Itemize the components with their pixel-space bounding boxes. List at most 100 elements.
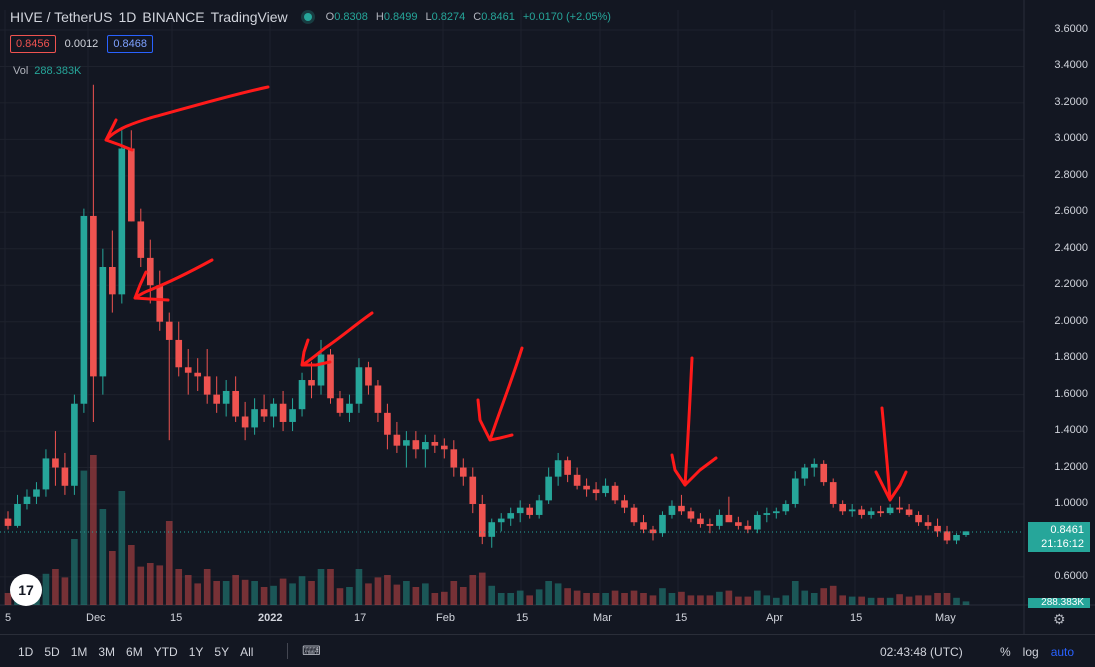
- settings-gear-icon[interactable]: ⚙: [1053, 611, 1066, 627]
- range-button-5y[interactable]: 5Y: [214, 645, 230, 659]
- range-button-3m[interactable]: 3M: [98, 645, 116, 659]
- volume-bar: [924, 595, 932, 605]
- volume-bar: [573, 590, 581, 605]
- candle-body: [678, 505, 685, 512]
- interval-label[interactable]: 1D: [118, 9, 137, 25]
- percent-scale-toggle[interactable]: %: [1000, 645, 1011, 659]
- candle-body: [744, 525, 752, 530]
- volume-bar: [564, 588, 571, 605]
- range-button-1d[interactable]: 1D: [18, 645, 34, 659]
- volume-bar: [754, 590, 761, 605]
- time-tick-label: 2022: [258, 612, 283, 624]
- price-tick-label: 2.0000: [1054, 314, 1088, 327]
- volume-bar: [412, 587, 420, 605]
- volume-bar: [621, 593, 628, 605]
- price-tick-label: 0.6000: [1054, 569, 1088, 582]
- volume-bar: [203, 569, 211, 605]
- candle-body: [659, 514, 666, 534]
- auto-scale-toggle[interactable]: auto: [1050, 645, 1075, 659]
- candle-body: [99, 267, 107, 377]
- volume-bar: [279, 578, 287, 605]
- volume-bar: [403, 581, 410, 605]
- price-chart[interactable]: [0, 0, 1095, 634]
- market-open-icon: [303, 13, 312, 21]
- range-button-1m[interactable]: 1M: [70, 645, 88, 659]
- buy-price-button[interactable]: 0.8468: [107, 35, 153, 53]
- candle-body: [412, 440, 420, 450]
- tradingview-logo-icon[interactable]: 17: [10, 574, 42, 606]
- symbol-title[interactable]: HIVE / TetherUS: [10, 9, 113, 25]
- candle-body: [23, 496, 31, 504]
- candle-body: [71, 403, 78, 486]
- volume-bar: [42, 573, 50, 605]
- log-scale-toggle[interactable]: log: [1022, 645, 1039, 659]
- candle-body: [213, 394, 220, 404]
- open-label: O: [325, 11, 335, 23]
- candle-body: [109, 267, 116, 295]
- candle-body: [33, 489, 40, 497]
- goto-date-icon[interactable]: ⌨: [302, 643, 321, 658]
- candle-body: [14, 504, 21, 526]
- candle-body: [602, 485, 609, 494]
- volume-bar: [317, 569, 325, 605]
- volume-bar: [213, 581, 220, 605]
- candle-body: [630, 507, 638, 523]
- candle-body: [592, 489, 600, 494]
- volume-tag: 288.383K: [1028, 598, 1090, 608]
- volume-bar: [260, 587, 268, 605]
- candle-body: [355, 367, 363, 404]
- candle-body: [820, 463, 828, 483]
- range-button-1y[interactable]: 1Y: [188, 645, 204, 659]
- range-button-ytd[interactable]: YTD: [153, 645, 178, 659]
- candle-body: [327, 354, 334, 399]
- candle-body: [203, 376, 211, 395]
- utc-clock[interactable]: 02:43:48 (UTC): [880, 645, 963, 659]
- close-value: 0.8461: [481, 11, 515, 23]
- candle-body: [384, 412, 391, 435]
- candle-body: [317, 354, 325, 386]
- candle-body: [497, 518, 505, 523]
- candle-body: [194, 372, 202, 377]
- volume-bar: [469, 575, 477, 605]
- volume-bar: [497, 593, 505, 605]
- candle-body: [165, 321, 173, 340]
- volume-bar: [327, 569, 334, 605]
- low-value: 0.8274: [431, 11, 466, 23]
- range-button-6m[interactable]: 6M: [126, 645, 143, 659]
- volume-bar: [71, 539, 78, 605]
- volume-legend: Vol 288.383K: [13, 65, 81, 77]
- candle-body: [611, 485, 619, 501]
- price-tick-label: 2.2000: [1054, 278, 1088, 291]
- candle-body: [308, 380, 315, 386]
- volume-bar: [488, 585, 496, 605]
- candle-body: [697, 518, 704, 525]
- volume-bar: [52, 569, 59, 605]
- candle-body: [962, 531, 970, 535]
- candle-body: [279, 403, 287, 422]
- high-label: H: [375, 11, 384, 23]
- candle-body: [583, 485, 590, 490]
- spread-value: 0.0012: [64, 38, 99, 50]
- volume-bar: [640, 593, 647, 605]
- volume-bar: [194, 583, 202, 605]
- candle-body: [450, 449, 458, 468]
- candle-body: [127, 148, 135, 222]
- candle-body: [137, 221, 145, 258]
- range-button-all[interactable]: All: [240, 645, 254, 659]
- sell-price-button[interactable]: 0.8456: [10, 35, 56, 53]
- candle-body: [516, 507, 524, 514]
- volume-bar: [422, 583, 429, 605]
- price-tick-label: 1.4000: [1054, 424, 1088, 437]
- candle-body: [858, 509, 865, 515]
- volume-bar: [450, 581, 458, 605]
- volume-bar: [251, 581, 258, 605]
- candle-body: [42, 458, 50, 490]
- candle-body: [336, 398, 344, 413]
- volume-bar: [791, 581, 799, 605]
- volume-label: Vol: [13, 65, 29, 77]
- volume-bar: [678, 591, 685, 605]
- volume-bar: [431, 593, 439, 605]
- range-button-5d[interactable]: 5D: [44, 645, 60, 659]
- candle-body: [829, 482, 837, 504]
- price-tick-label: 1.0000: [1054, 497, 1088, 509]
